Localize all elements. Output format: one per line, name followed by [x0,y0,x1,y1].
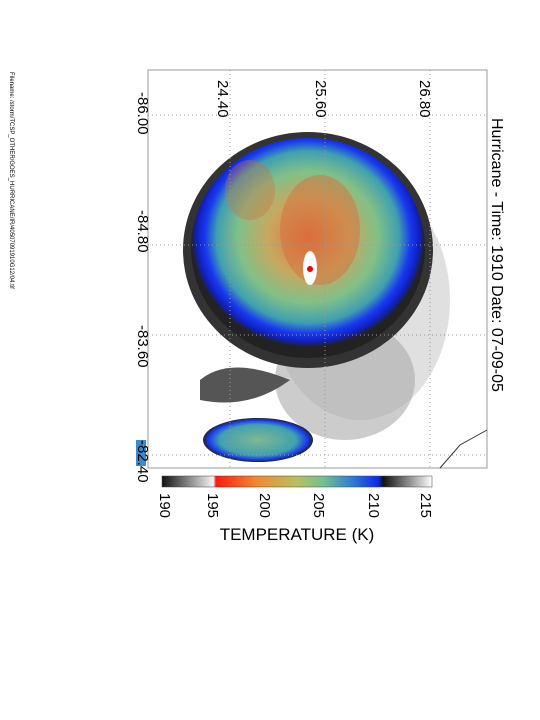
colorbar [161,475,433,488]
longitude-label: -84.80 [134,210,151,253]
grid [148,70,487,468]
colorbar-tick: 190 [156,493,173,518]
colorbar-label: TEMPERATURE (K) [220,525,375,544]
title: Hurricane - Time: 1910 Date: 07-09-05 [488,118,505,392]
satellite-image [136,132,488,469]
colorbar-tick: 215 [417,493,434,518]
longitude-label: -83.60 [134,325,151,368]
filename: Filename: /storm/TCSP_OTHER/GOES_HURRICA… [8,72,14,289]
latitude-label: 25.60 [312,80,329,118]
longitude-label: -86.00 [134,92,151,135]
colorbar-tick: 205 [310,493,327,518]
colorbar-tick: 200 [256,493,273,518]
latitude-label: 24.40 [214,80,231,118]
colorbar-tick: 195 [204,493,221,518]
longitude-label: -82.40 [134,440,151,483]
colorbar-tick: 210 [365,493,382,518]
latitude-label: 26.80 [416,80,433,118]
